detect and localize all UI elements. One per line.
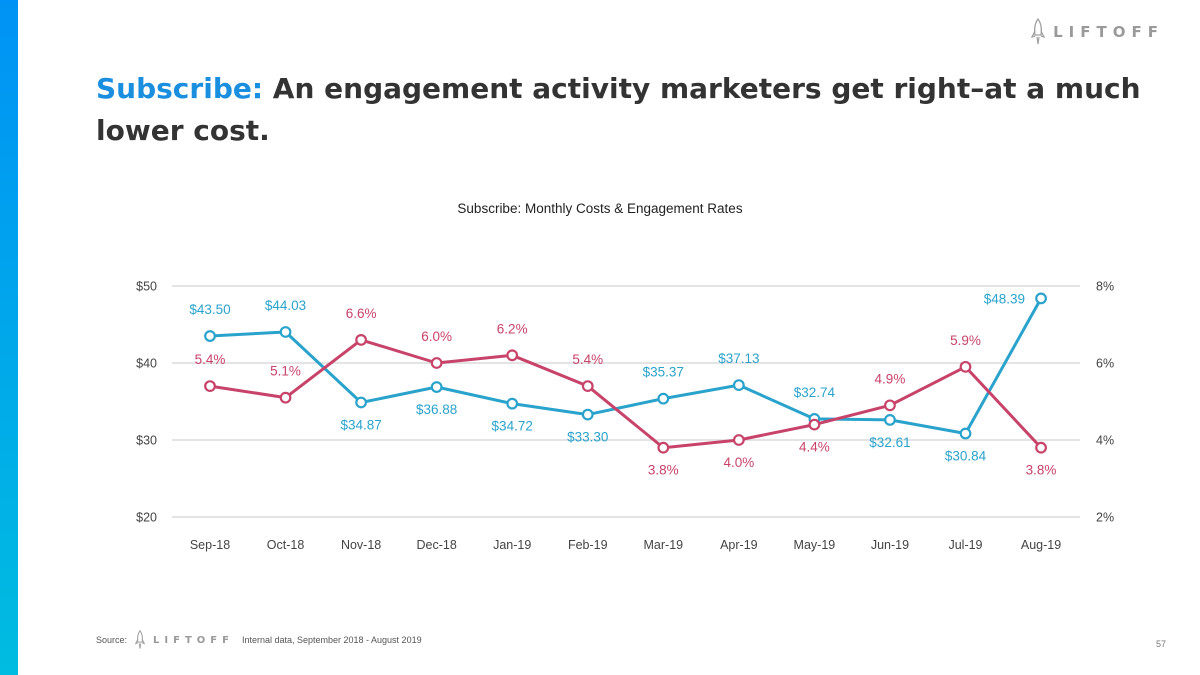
data-point: [732, 434, 745, 446]
x-tick-label: Jul-19: [948, 538, 982, 552]
x-tick-label: Mar-19: [644, 538, 684, 552]
x-tick-label: Nov-18: [341, 538, 381, 552]
data-label: 5.4%: [195, 352, 226, 367]
data-label: $37.13: [718, 351, 759, 366]
data-point: [506, 349, 519, 362]
data-label: $44.03: [265, 298, 306, 313]
data-point: [581, 380, 594, 393]
data-label: 6.6%: [346, 306, 377, 321]
data-point: [959, 427, 972, 440]
data-label: 3.8%: [1026, 463, 1057, 478]
data-point: [279, 391, 292, 404]
data-label: 3.8%: [648, 463, 679, 478]
liftoff-logo: LIFTOFF: [1031, 18, 1164, 46]
data-label: 5.9%: [950, 333, 981, 348]
logo-text: LIFTOFF: [1053, 23, 1164, 41]
data-point: [506, 397, 519, 410]
data-point: [657, 392, 670, 405]
data-label: $43.50: [189, 302, 230, 317]
y-left-tick-label: $20: [136, 511, 157, 525]
footer-source: Source: LIFTOFF Internal data, September…: [96, 630, 422, 650]
data-point: [1035, 292, 1047, 305]
data-point: [884, 414, 896, 426]
data-point: [1035, 441, 1047, 454]
y-right-tick-label: 2%: [1096, 511, 1114, 525]
y-right-tick-label: 8%: [1096, 280, 1114, 294]
y-left-tick-label: $30: [136, 434, 157, 448]
source-label: Source:: [96, 635, 128, 645]
y-right-tick-label: 4%: [1096, 434, 1114, 448]
data-point: [884, 399, 896, 412]
rocket-icon: [135, 630, 146, 649]
series-line-engagement-rate: [209, 338, 1043, 450]
x-tick-label: Jan-19: [493, 538, 531, 552]
data-label: $33.30: [567, 430, 608, 445]
data-label: $30.84: [945, 449, 987, 464]
data-point: [430, 381, 443, 393]
data-point: [959, 360, 972, 373]
data-label: 6.2%: [497, 321, 528, 336]
data-label: $34.72: [492, 419, 533, 434]
data-point: [581, 408, 594, 421]
slide-title: Subscribe: An engagement activity market…: [96, 68, 1146, 152]
data-label: $35.37: [643, 365, 684, 380]
data-point: [355, 396, 368, 409]
x-tick-label: May-19: [794, 538, 836, 552]
data-point: [808, 418, 821, 431]
data-point: [204, 380, 216, 393]
title-accent: Subscribe:: [96, 72, 264, 105]
data-label: $36.88: [416, 402, 457, 417]
y-left-tick-label: $50: [136, 280, 157, 294]
data-point: [430, 357, 443, 369]
page-number: 57: [1155, 639, 1166, 649]
y-left-tick-label: $40: [136, 357, 157, 371]
x-tick-label: Oct-18: [267, 538, 305, 552]
data-label: 6.0%: [421, 329, 452, 344]
accent-side-bar: [0, 0, 18, 675]
y-right-tick-label: 6%: [1096, 357, 1114, 371]
x-tick-label: Sep-18: [190, 538, 230, 552]
x-tick-label: Apr-19: [720, 538, 758, 552]
data-label: $32.74: [794, 385, 836, 400]
data-label: $34.87: [340, 418, 381, 433]
data-point: [732, 379, 745, 391]
data-label: 4.9%: [875, 371, 906, 386]
rocket-icon: [1031, 18, 1046, 45]
x-tick-label: Dec-18: [417, 538, 457, 552]
data-point: [355, 334, 368, 346]
data-label: $32.61: [869, 435, 910, 450]
data-label: 4.4%: [799, 440, 830, 455]
data-label: 5.1%: [270, 364, 301, 379]
x-tick-label: Jun-19: [871, 538, 909, 552]
source-text: Internal data, September 2018 - August 2…: [241, 635, 422, 645]
data-label: 4.0%: [723, 455, 754, 470]
chart-title: Subscribe: Monthly Costs & Engagement Ra…: [457, 201, 743, 216]
data-point: [279, 326, 292, 338]
title-rest: An engagement activity marketers get rig…: [96, 72, 1141, 147]
data-point: [204, 330, 216, 342]
footer-logo-text: LIFTOFF: [153, 634, 234, 646]
series-line-cost: [209, 297, 1043, 436]
x-tick-label: Feb-19: [568, 538, 608, 552]
data-point: [657, 441, 670, 454]
data-label: $48.39: [984, 291, 1025, 306]
data-label: 5.4%: [572, 352, 603, 367]
x-tick-label: Aug-19: [1021, 538, 1061, 552]
